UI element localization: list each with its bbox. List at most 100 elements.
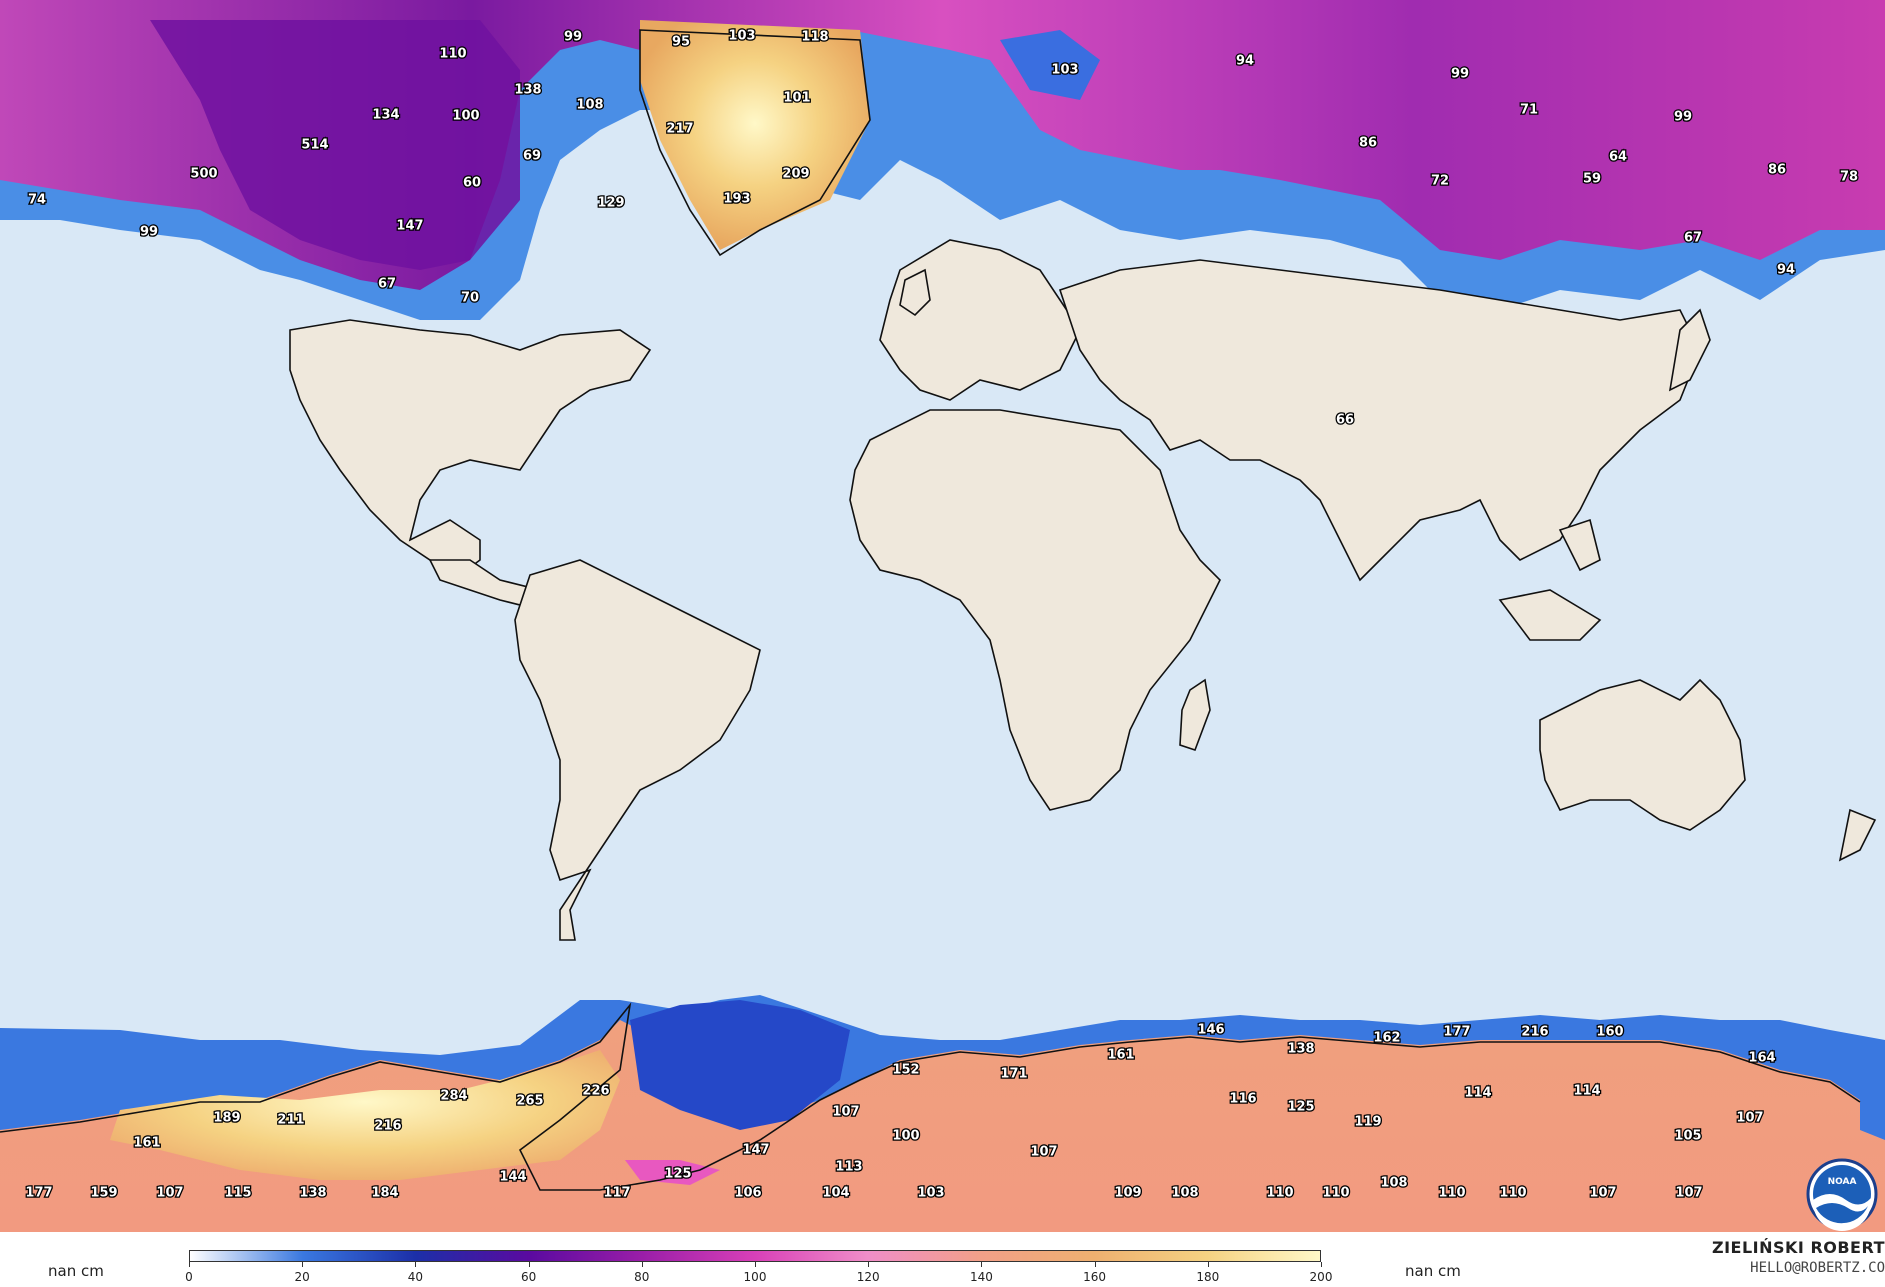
unit-label-left: nan cm <box>48 1262 104 1280</box>
northern-snow-field <box>0 0 1885 320</box>
value-label: 71 <box>1520 103 1538 118</box>
value-label: 108 <box>1380 1176 1407 1191</box>
value-label: 184 <box>371 1186 398 1201</box>
value-label: 114 <box>1464 1086 1491 1101</box>
value-label: 116 <box>1229 1092 1256 1107</box>
colorbar-tick-label: 100 <box>743 1270 767 1284</box>
value-label: 99 <box>1451 67 1469 82</box>
colorbar-tick-label: 60 <box>520 1270 537 1284</box>
value-label: 177 <box>25 1186 52 1201</box>
value-label: 99 <box>1674 110 1692 125</box>
value-label: 109 <box>1114 1186 1141 1201</box>
colorbar <box>189 1250 1321 1262</box>
value-label: 107 <box>156 1186 183 1201</box>
value-label: 226 <box>582 1084 609 1099</box>
value-label: 134 <box>372 108 399 123</box>
colorbar-tickmark <box>641 1262 643 1267</box>
value-label: 216 <box>374 1119 401 1134</box>
value-label: 94 <box>1236 54 1254 69</box>
colorbar-tickmark <box>189 1262 190 1267</box>
colorbar-tick-label: 180 <box>1196 1270 1220 1284</box>
colorbar-tickmark <box>1094 1262 1096 1267</box>
value-label: 159 <box>90 1186 117 1201</box>
author-name: ZIELIŃSKI ROBERT <box>1711 1238 1885 1257</box>
colorbar-tick-label: 160 <box>1083 1270 1107 1284</box>
value-label: 162 <box>1373 1031 1400 1046</box>
value-label: 161 <box>133 1136 160 1151</box>
value-label: 117 <box>603 1186 630 1201</box>
value-label: 216 <box>1521 1025 1548 1040</box>
author-email: HELLO@ROBERTZ.CO <box>1750 1260 1885 1276</box>
colorbar-tickmark <box>868 1262 870 1267</box>
value-label: 101 <box>783 91 810 106</box>
value-label: 74 <box>28 193 46 208</box>
value-label: 67 <box>1684 231 1702 246</box>
value-label: 106 <box>734 1186 761 1201</box>
unit-label-right: nan cm <box>1405 1262 1461 1280</box>
value-label: 113 <box>835 1160 862 1175</box>
value-label: 107 <box>1030 1145 1057 1160</box>
value-label: 177 <box>1443 1025 1470 1040</box>
value-label: 118 <box>801 30 828 45</box>
colorbar-tickmark <box>528 1262 530 1267</box>
value-label: 103 <box>917 1186 944 1201</box>
value-label: 105 <box>1674 1129 1701 1144</box>
value-label: 209 <box>782 167 809 182</box>
value-label: 171 <box>1000 1067 1027 1082</box>
value-label: 64 <box>1609 150 1627 165</box>
value-label: 147 <box>742 1143 769 1158</box>
noaa-logo-text: NOAA <box>1828 1177 1857 1187</box>
colorbar-tick-label: 200 <box>1309 1270 1333 1284</box>
value-label: 72 <box>1431 174 1449 189</box>
value-label: 104 <box>822 1186 849 1201</box>
noaa-logo: NOAA <box>1806 1158 1878 1231</box>
value-label: 160 <box>1596 1025 1623 1040</box>
value-label: 107 <box>1675 1186 1702 1201</box>
value-label: 115 <box>224 1186 251 1201</box>
value-label: 95 <box>672 35 690 50</box>
colorbar-tick-label: 120 <box>856 1270 880 1284</box>
colorbar-tick-label: 140 <box>969 1270 993 1284</box>
legend-footer: nan cm 0 20 40 60 80 100 120 140 160 180 200 nan c… <box>0 1232 1885 1287</box>
value-label: 138 <box>299 1186 326 1201</box>
value-label: 161 <box>1107 1048 1134 1063</box>
value-label: 146 <box>1197 1023 1224 1038</box>
value-label: 86 <box>1359 136 1377 151</box>
value-label: 103 <box>728 29 755 44</box>
value-label: 138 <box>1287 1042 1314 1057</box>
value-label: 110 <box>1322 1186 1349 1201</box>
value-label: 152 <box>892 1063 919 1078</box>
value-label: 100 <box>892 1129 919 1144</box>
value-label: 129 <box>597 196 624 211</box>
value-label: 107 <box>1736 1111 1763 1126</box>
colorbar-tickmark <box>302 1262 304 1267</box>
value-label: 59 <box>1583 172 1601 187</box>
value-label: 110 <box>1499 1186 1526 1201</box>
value-label: 500 <box>190 167 217 182</box>
antarctic-snow-field <box>0 995 1885 1232</box>
value-label: 70 <box>461 291 479 306</box>
value-label: 125 <box>664 1167 691 1182</box>
value-label: 211 <box>277 1113 304 1128</box>
value-label: 100 <box>452 109 479 124</box>
value-label: 108 <box>576 98 603 113</box>
colorbar-tickmark <box>415 1262 417 1267</box>
value-label: 147 <box>396 219 423 234</box>
colorbar-tick-label: 0 <box>185 1270 193 1284</box>
value-label: 94 <box>1777 263 1795 278</box>
colorbar-tick-label: 80 <box>634 1270 650 1284</box>
value-label: 110 <box>439 47 466 62</box>
value-label: 144 <box>499 1170 526 1185</box>
value-label: 67 <box>378 277 396 292</box>
colorbar-tickmark <box>755 1262 756 1267</box>
value-label: 110 <box>1438 1186 1465 1201</box>
value-label: 103 <box>1051 63 1078 78</box>
antarctic-coastline <box>0 1002 1861 1191</box>
value-label: 107 <box>832 1105 859 1120</box>
colorbar-tick-label: 20 <box>294 1270 310 1284</box>
value-label: 193 <box>723 192 750 207</box>
value-label: 189 <box>213 1111 240 1126</box>
snow-depth-map: 110 99 95 103 118 103 94 99 138 108 101 … <box>0 0 1885 1232</box>
value-label: 107 <box>1589 1186 1616 1201</box>
value-label: 514 <box>301 138 328 153</box>
